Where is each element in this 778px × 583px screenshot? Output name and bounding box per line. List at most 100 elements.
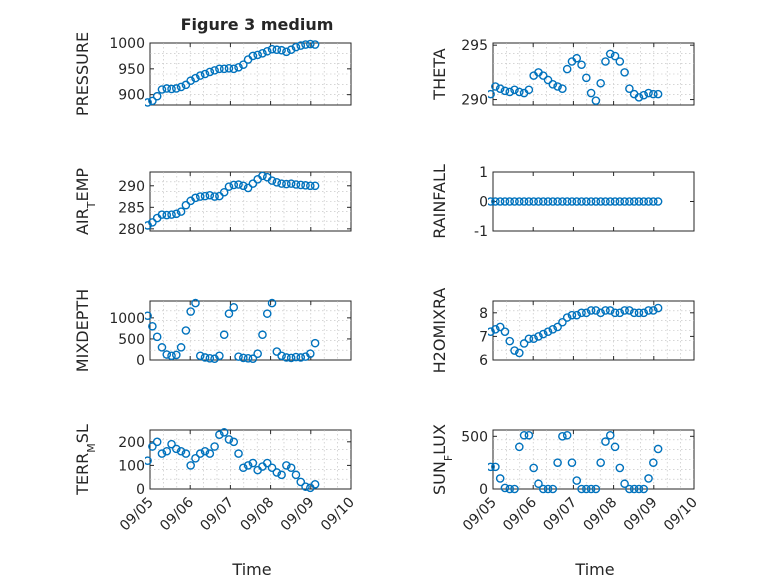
sun-flux-data-point xyxy=(653,444,663,454)
terr-msl-data-point xyxy=(186,461,195,470)
mixdepth-data-point xyxy=(200,353,210,362)
theta-data-point xyxy=(491,82,500,91)
rainfall-data-point xyxy=(529,197,538,206)
sun-flux-data-point xyxy=(538,484,548,494)
sun-flux-ylabel: SUNFLUX xyxy=(430,424,455,495)
pressure-data-point xyxy=(162,84,172,93)
mixdepth-data-point xyxy=(248,354,258,364)
theta-data-point xyxy=(572,53,582,63)
terr-msl-data-point xyxy=(195,449,205,458)
sun-flux-data-point xyxy=(634,484,644,494)
air-temp-data-point xyxy=(195,192,205,201)
rainfall-data-point xyxy=(605,197,615,206)
air-temp-data-point xyxy=(181,200,191,210)
mixdepth-data-point xyxy=(282,353,291,362)
terr-msl-data-point xyxy=(157,449,167,458)
rainfall-data-point xyxy=(620,197,629,206)
sun-flux-data-point xyxy=(488,462,495,472)
rainfall-data-point xyxy=(562,197,572,206)
pressure-data-point xyxy=(248,51,258,61)
rainfall-data-point xyxy=(538,197,548,206)
h2omixra-data-point xyxy=(562,313,572,322)
terr-msl-data-point xyxy=(210,442,219,451)
air-temp-ytick-label: 290 xyxy=(118,179,145,195)
mixdepth-data-point xyxy=(234,352,243,361)
sun-flux-xtick-label: 09/06 xyxy=(500,494,540,534)
sun-flux-data-point xyxy=(577,484,586,494)
h2omixra-data-point xyxy=(582,308,591,318)
sun-flux-data-point xyxy=(629,484,639,494)
rainfall-ytick-label: 0 xyxy=(479,195,488,211)
pressure-data-point xyxy=(253,50,262,60)
sun-flux-data-point xyxy=(620,479,629,489)
air-temp-data-point xyxy=(157,210,167,219)
sun-flux-ytick-label: 0 xyxy=(479,482,488,498)
h2omixra-data-point xyxy=(596,308,605,318)
h2omixra-data-point xyxy=(558,317,567,327)
mixdepth-data-point xyxy=(262,309,272,318)
pressure-data-point xyxy=(306,39,315,49)
sun-flux-data-point xyxy=(510,484,519,494)
air-temp-data-point xyxy=(172,209,181,219)
air-temp-data-point xyxy=(162,210,172,220)
pressure-data-point xyxy=(186,76,195,86)
pressure-data-point xyxy=(148,96,157,106)
terr-msl-data-point xyxy=(282,461,291,470)
air-temp-data-point xyxy=(286,179,296,188)
h2omixra-data-point xyxy=(653,303,663,313)
pressure-data-point xyxy=(176,82,186,92)
mixdepth-data-point xyxy=(243,354,253,363)
theta-data-point xyxy=(538,71,548,80)
figure-title: Figure 3 medium xyxy=(181,15,334,34)
rainfall-data-point xyxy=(524,197,534,206)
h2omixra-data-point xyxy=(605,306,615,315)
h2omixra-data-point xyxy=(615,308,625,318)
rainfall-data-point xyxy=(567,197,577,206)
h2omixra-data-point xyxy=(515,348,524,358)
air-temp-data-point xyxy=(224,182,234,191)
h2omixra-data-point xyxy=(538,329,548,339)
sun-flux-ytick-label: 500 xyxy=(461,429,488,445)
theta-data-point xyxy=(586,88,596,98)
rainfall-data-point xyxy=(586,197,596,206)
pressure-data-point xyxy=(291,42,301,52)
mixdepth-data-point xyxy=(176,343,186,352)
sun-flux-data-point xyxy=(605,430,615,440)
theta-data-point xyxy=(605,49,615,59)
pressure-data-point xyxy=(272,45,282,55)
air-temp-ytick-label: 285 xyxy=(118,200,145,216)
sun-flux-data-point xyxy=(610,442,620,452)
pressure-data-point xyxy=(172,84,181,93)
pressure-data-point xyxy=(205,67,215,77)
h2omixra-data-point xyxy=(572,310,582,320)
theta-ylabel: THETA xyxy=(430,48,449,100)
mixdepth-data-point xyxy=(224,309,234,318)
sun-flux-data-point xyxy=(495,474,505,483)
sun-flux-data-point xyxy=(625,484,634,494)
theta-data-point xyxy=(625,84,634,93)
theta-data-point xyxy=(591,96,601,105)
mixdepth-series xyxy=(145,298,320,364)
theta-data-point xyxy=(505,87,515,97)
air-temp-data-point xyxy=(301,181,310,190)
terr-msl-ytick-label: 0 xyxy=(136,482,145,498)
terr-msl-data-point xyxy=(262,458,272,468)
panel-mixdepth: 0 500 1000 MIXDEPTH xyxy=(73,289,352,372)
terr-msl-data-point xyxy=(248,458,258,468)
sun-flux-data-point xyxy=(553,458,562,467)
h2omixra-data-point xyxy=(634,308,644,318)
rainfall-data-point xyxy=(558,197,567,206)
pressure-data-point xyxy=(210,66,219,75)
theta-data-point xyxy=(615,57,625,66)
mixdepth-data-point xyxy=(195,351,205,361)
mixdepth-ytick-label: 0 xyxy=(136,353,145,369)
terr-msl-data-point xyxy=(200,446,210,456)
terr-msl-ytick-label: 100 xyxy=(118,458,145,474)
air-temp-data-point xyxy=(229,180,239,190)
panel-pressure: 900 950 1000 PRESSURE xyxy=(73,32,352,116)
terr-msl-xtick-label: 09/06 xyxy=(157,494,197,534)
mixdepth-data-point xyxy=(205,354,215,363)
h2omixra-data-point xyxy=(625,306,634,315)
terr-msl-data-point xyxy=(291,470,301,480)
rainfall-data-point xyxy=(591,197,601,206)
